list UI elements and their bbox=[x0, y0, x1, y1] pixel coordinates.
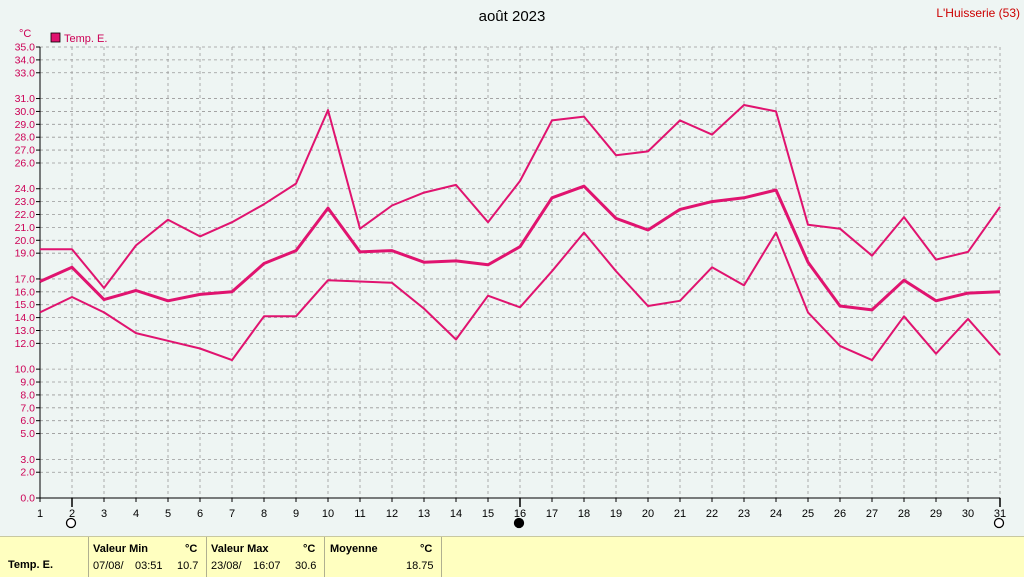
y-tick-label: 28.0 bbox=[15, 132, 36, 144]
x-tick-label: 6 bbox=[197, 508, 203, 520]
x-tick-label: 20 bbox=[642, 508, 654, 520]
x-tick-label: 24 bbox=[770, 508, 782, 520]
x-tick-label: 3 bbox=[101, 508, 107, 520]
x-tick-label: 4 bbox=[133, 508, 139, 520]
y-tick-label: 3.0 bbox=[20, 454, 35, 466]
y-tick-label: 5.0 bbox=[20, 428, 35, 440]
chart-background bbox=[0, 0, 1024, 536]
min-time: 03:51 bbox=[135, 560, 163, 572]
max-time: 16:07 bbox=[253, 560, 281, 572]
x-tick-label: 8 bbox=[261, 508, 267, 520]
mean-header: Moyenne bbox=[330, 543, 378, 555]
footer-min-cell: Valeur Min °C 07/08/ 03:51 10.7 bbox=[88, 537, 207, 577]
y-tick-label: 14.0 bbox=[15, 312, 36, 324]
y-tick-label: 27.0 bbox=[15, 145, 36, 157]
station-location: L'Huisserie (53) bbox=[936, 6, 1020, 20]
x-tick-label: 5 bbox=[165, 508, 171, 520]
max-unit: °C bbox=[303, 543, 315, 555]
y-tick-label: 26.0 bbox=[15, 157, 36, 169]
y-tick-label: 10.0 bbox=[15, 364, 36, 376]
mean-value: 18.75 bbox=[406, 560, 434, 572]
min-date: 07/08/ bbox=[93, 560, 124, 572]
footer-series-cell: Temp. E. bbox=[0, 537, 89, 577]
y-tick-label: 34.0 bbox=[15, 54, 36, 66]
x-tick-label: 1 bbox=[37, 508, 43, 520]
y-tick-label: 12.0 bbox=[15, 338, 36, 350]
y-tick-label: 9.0 bbox=[20, 377, 35, 389]
x-tick-label: 19 bbox=[610, 508, 622, 520]
y-tick-label: 20.0 bbox=[15, 235, 36, 247]
footer-series-label: Temp. E. bbox=[8, 559, 53, 571]
legend-swatch bbox=[51, 33, 60, 42]
y-tick-label: 33.0 bbox=[15, 67, 36, 79]
y-tick-label: 29.0 bbox=[15, 119, 36, 131]
y-tick-label: 15.0 bbox=[15, 299, 36, 311]
y-tick-label: 23.0 bbox=[15, 196, 36, 208]
y-tick-label: 16.0 bbox=[15, 286, 36, 298]
temperature-chart: août 2023 L'Huisserie (53) °C Temp. E. 0… bbox=[0, 0, 1024, 536]
y-tick-label: 22.0 bbox=[15, 209, 36, 221]
footer-max-cell: Valeur Max °C 23/08/ 16:07 30.6 bbox=[206, 537, 325, 577]
y-tick-label: 35.0 bbox=[15, 42, 36, 54]
min-value: 10.7 bbox=[177, 560, 198, 572]
x-tick-label: 30 bbox=[962, 508, 974, 520]
y-tick-label: 0.0 bbox=[20, 493, 35, 505]
x-tick-label: 28 bbox=[898, 508, 910, 520]
x-tick-label: 15 bbox=[482, 508, 494, 520]
y-tick-label: 24.0 bbox=[15, 183, 36, 195]
x-tick-label: 11 bbox=[354, 508, 365, 520]
mean-unit: °C bbox=[420, 543, 432, 555]
y-tick-label: 7.0 bbox=[20, 402, 35, 414]
x-tick-label: 12 bbox=[386, 508, 398, 520]
y-tick-label: 13.0 bbox=[15, 325, 36, 337]
x-tick-label: 18 bbox=[578, 508, 590, 520]
statistics-footer: Temp. E. Valeur Min °C 07/08/ 03:51 10.7… bbox=[0, 536, 1024, 577]
min-header: Valeur Min bbox=[93, 543, 148, 555]
chart-title: août 2023 bbox=[479, 8, 546, 25]
x-tick-label: 17 bbox=[546, 508, 558, 520]
y-tick-label: 21.0 bbox=[15, 222, 36, 234]
x-tick-label: 26 bbox=[834, 508, 846, 520]
y-tick-label: 6.0 bbox=[20, 415, 35, 427]
x-tick-label: 29 bbox=[930, 508, 942, 520]
x-tick-label: 14 bbox=[450, 508, 462, 520]
max-header: Valeur Max bbox=[211, 543, 268, 555]
y-tick-label: 2.0 bbox=[20, 467, 35, 479]
new-moon-icon bbox=[515, 519, 524, 528]
x-tick-label: 9 bbox=[293, 508, 299, 520]
y-tick-label: 30.0 bbox=[15, 106, 36, 118]
x-tick-label: 25 bbox=[802, 508, 814, 520]
x-tick-label: 23 bbox=[738, 508, 750, 520]
max-date: 23/08/ bbox=[211, 560, 242, 572]
footer-mean-cell: Moyenne °C 18.75 bbox=[324, 537, 442, 577]
x-tick-label: 21 bbox=[674, 508, 686, 520]
max-value: 30.6 bbox=[295, 560, 316, 572]
y-tick-label: 17.0 bbox=[15, 273, 36, 285]
x-tick-label: 10 bbox=[322, 508, 334, 520]
full-moon-icon bbox=[67, 519, 76, 528]
x-tick-label: 27 bbox=[866, 508, 878, 520]
y-tick-label: 31.0 bbox=[15, 93, 36, 105]
y-axis-unit: °C bbox=[19, 28, 31, 40]
min-unit: °C bbox=[185, 543, 197, 555]
full-moon-icon bbox=[995, 519, 1004, 528]
x-tick-label: 22 bbox=[706, 508, 718, 520]
legend-label[interactable]: Temp. E. bbox=[64, 33, 107, 45]
y-tick-label: 19.0 bbox=[15, 248, 36, 260]
x-tick-label: 7 bbox=[229, 508, 235, 520]
x-tick-label: 13 bbox=[418, 508, 430, 520]
y-tick-label: 8.0 bbox=[20, 389, 35, 401]
